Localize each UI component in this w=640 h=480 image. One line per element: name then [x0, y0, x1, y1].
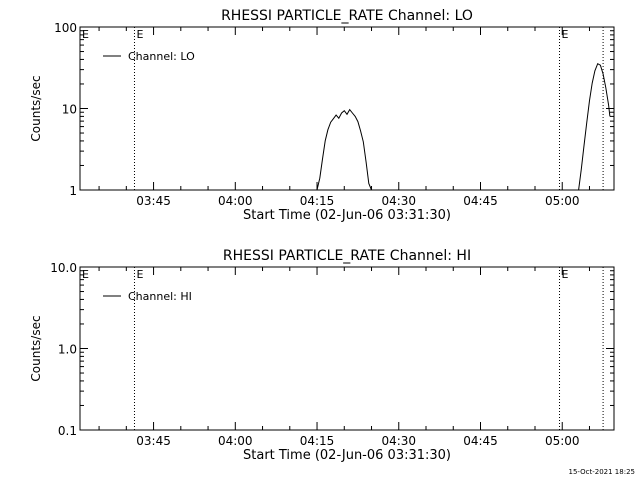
- x-tick-label: 04:45: [463, 194, 498, 208]
- y-tick-label: 10: [62, 103, 77, 117]
- x-tick-label: 04:45: [463, 434, 498, 448]
- x-tick-label: 04:30: [381, 434, 416, 448]
- x-tick-label: 05:00: [545, 194, 580, 208]
- x-tick-label: 04:15: [300, 194, 335, 208]
- chart-title: RHESSI PARTICLE_RATE Channel: LO: [221, 8, 473, 24]
- legend-entry: Channel: LO: [128, 50, 195, 63]
- y-tick-label: 10.0: [50, 261, 77, 275]
- event-marker-label: E: [136, 28, 143, 41]
- legend-entry: Channel: HI: [128, 290, 192, 303]
- x-axis-label: Start Time (02-Jun-06 03:31:30): [243, 448, 451, 463]
- series-line-channel-lo: [578, 62, 611, 191]
- chart-title: RHESSI PARTICLE_RATE Channel: HI: [223, 248, 471, 264]
- x-tick-label: 04:30: [381, 194, 416, 208]
- y-axis-label: Counts/sec: [29, 75, 43, 141]
- footer-timestamp: 15-Oct-2021 18:25: [569, 468, 635, 476]
- y-tick-label: 1: [69, 184, 77, 198]
- x-tick-label: 04:15: [300, 434, 335, 448]
- y-axis-label: Counts/sec: [29, 315, 43, 381]
- x-axis-label: Start Time (02-Jun-06 03:31:30): [243, 208, 451, 223]
- series-line-channel-lo: [316, 108, 372, 191]
- x-tick-label: 05:00: [545, 434, 580, 448]
- event-marker-label: E: [136, 268, 143, 281]
- y-tick-label: 0.1: [58, 424, 77, 438]
- event-marker-label: E: [562, 268, 569, 281]
- x-tick-label: 03:45: [136, 194, 171, 208]
- event-marker-label: E: [82, 28, 89, 41]
- lo-channel-panel: RHESSI PARTICLE_RATE Channel: LO 1 10 100 03…: [29, 8, 615, 223]
- y-tick-label: 1.0: [58, 343, 77, 357]
- x-tick-label: 04:00: [218, 194, 253, 208]
- event-marker-label: E: [82, 268, 89, 281]
- y-tick-label: 100: [54, 21, 77, 35]
- hi-channel-panel: RHESSI PARTICLE_RATE Channel: HI 0.1 1.0 10…: [29, 248, 615, 463]
- x-tick-label: 04:00: [218, 434, 253, 448]
- x-tick-label: 03:45: [136, 434, 171, 448]
- event-marker-label: E: [562, 28, 569, 41]
